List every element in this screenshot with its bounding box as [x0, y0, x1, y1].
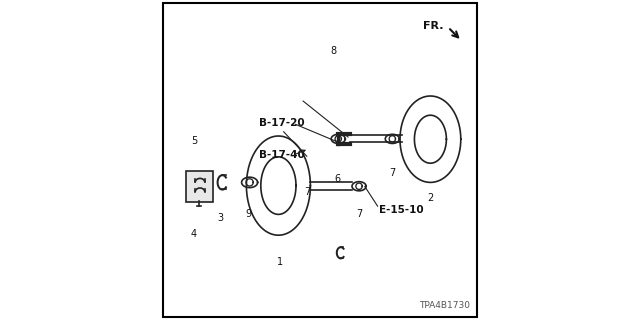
- Text: E-15-10: E-15-10: [380, 204, 424, 215]
- Text: 3: 3: [218, 212, 224, 223]
- Text: 4: 4: [191, 228, 196, 239]
- Text: 7: 7: [304, 187, 310, 197]
- Text: TPA4B1730: TPA4B1730: [419, 301, 470, 310]
- Text: 5: 5: [191, 136, 198, 146]
- Text: 7: 7: [356, 209, 362, 220]
- Text: FR.: FR.: [422, 20, 443, 31]
- Text: B-17-40: B-17-40: [259, 150, 305, 160]
- Text: B-17-20: B-17-20: [259, 118, 305, 128]
- FancyBboxPatch shape: [186, 171, 212, 202]
- Text: 1: 1: [277, 257, 283, 268]
- Text: 7: 7: [389, 168, 396, 178]
- Text: 2: 2: [428, 193, 433, 204]
- Text: 8: 8: [330, 46, 336, 56]
- Text: 9: 9: [245, 209, 251, 220]
- Text: 6: 6: [335, 174, 341, 184]
